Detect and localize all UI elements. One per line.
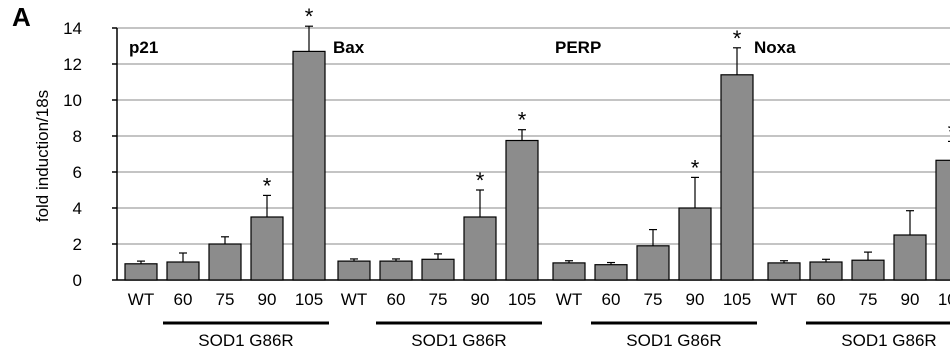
- significance-star: *: [733, 26, 742, 51]
- x-category-label: 75: [644, 290, 663, 309]
- x-category-label: WT: [771, 290, 797, 309]
- genotype-label: SOD1 G86R: [411, 331, 506, 350]
- x-category-label: WT: [556, 290, 582, 309]
- x-category-label: 105: [508, 290, 536, 309]
- bar: [124, 263, 158, 281]
- y-axis-title: fold induction/18s: [33, 90, 52, 222]
- bar: [851, 259, 885, 281]
- x-category-label: 60: [817, 290, 836, 309]
- significance-star: *: [263, 173, 272, 198]
- significance-star: *: [948, 119, 950, 144]
- panel-letter: A: [12, 2, 31, 32]
- x-category-label: 90: [901, 290, 920, 309]
- bar: [809, 261, 843, 281]
- y-tick-label: 14: [63, 19, 82, 38]
- bar: [552, 262, 586, 281]
- bar: [678, 207, 712, 281]
- x-category-label: 60: [174, 290, 193, 309]
- x-category-label: WT: [128, 290, 154, 309]
- bar: [505, 139, 539, 281]
- significance-star: *: [691, 155, 700, 180]
- significance-star: *: [476, 168, 485, 193]
- y-tick-label: 10: [63, 91, 82, 110]
- bar: [421, 258, 455, 281]
- bar: [893, 234, 927, 281]
- bar: [208, 243, 242, 281]
- x-category-label: 105: [295, 290, 323, 309]
- x-category-label: 90: [686, 290, 705, 309]
- genotype-label: SOD1 G86R: [626, 331, 721, 350]
- gene-label-perp: PERP: [555, 38, 601, 57]
- bar: [720, 74, 754, 281]
- bar: [337, 260, 371, 281]
- bar: [379, 260, 413, 281]
- bar: [636, 245, 670, 281]
- x-category-label: 90: [258, 290, 277, 309]
- x-category-label: WT: [341, 290, 367, 309]
- bar: [935, 159, 950, 281]
- y-tick-label: 2: [73, 235, 82, 254]
- bar: [250, 216, 284, 281]
- x-category-label: 105: [723, 290, 751, 309]
- x-category-label: 105: [938, 290, 950, 309]
- bar: [463, 216, 497, 281]
- y-tick-label: 4: [73, 199, 82, 218]
- bar: [292, 50, 326, 281]
- x-category-label: 75: [429, 290, 448, 309]
- significance-star: *: [305, 4, 314, 29]
- x-category-label: 75: [859, 290, 878, 309]
- bar: [166, 261, 200, 281]
- x-category-label: 60: [387, 290, 406, 309]
- y-tick-label: 8: [73, 127, 82, 146]
- gene-label-bax: Bax: [333, 38, 365, 57]
- genotype-label: SOD1 G86R: [198, 331, 293, 350]
- gene-label-p21: p21: [129, 38, 158, 57]
- x-category-label: 75: [216, 290, 235, 309]
- genotype-label: SOD1 G86R: [841, 331, 936, 350]
- y-tick-label: 0: [73, 271, 82, 290]
- significance-star: *: [518, 108, 527, 133]
- y-tick-label: 12: [63, 55, 82, 74]
- x-category-label: 60: [602, 290, 621, 309]
- bar: [767, 262, 801, 281]
- gene-label-noxa: Noxa: [754, 38, 796, 57]
- bar: [594, 264, 628, 281]
- x-category-label: 90: [471, 290, 490, 309]
- y-tick-label: 6: [73, 163, 82, 182]
